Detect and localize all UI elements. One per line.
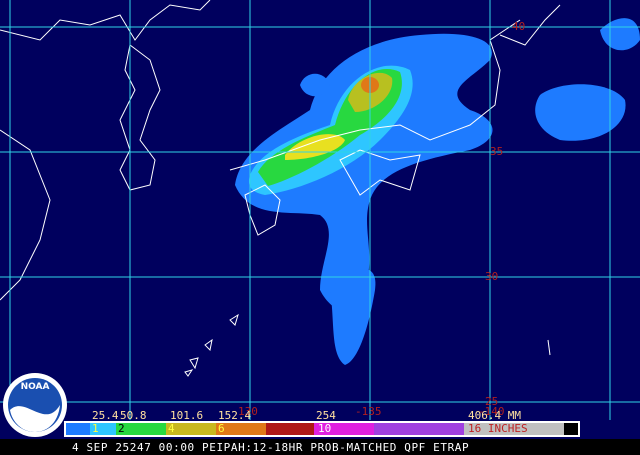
inch-label: 1 bbox=[92, 422, 99, 435]
legend: 25.4 50.8 101.6 152.4 254 406.4 MM 1 2 4… bbox=[64, 409, 580, 437]
colorbar-segment bbox=[90, 423, 116, 435]
rain-light bbox=[300, 73, 330, 97]
colorbar-segment bbox=[116, 423, 166, 435]
graticule bbox=[0, 0, 640, 420]
footer-bar bbox=[0, 439, 640, 455]
colorbar-segment bbox=[464, 423, 564, 435]
mm-label: 25.4 bbox=[92, 409, 119, 422]
mm-label: 254 bbox=[316, 409, 336, 422]
mm-label: 101.6 bbox=[170, 409, 203, 422]
colorbar-segment bbox=[314, 423, 374, 435]
lat-label: 25 bbox=[485, 395, 498, 408]
colorbar-segment bbox=[66, 423, 90, 435]
logo-text: NOAA bbox=[21, 382, 50, 392]
coastline bbox=[0, 129, 51, 301]
inch-label: 10 bbox=[318, 422, 331, 435]
coastline bbox=[229, 19, 521, 171]
rain-light bbox=[330, 269, 376, 365]
lon-label: -140 bbox=[478, 405, 505, 418]
footer-text: 4 SEP 25247 00:00 PEIPAH:12-18HR PROB-MA… bbox=[72, 441, 469, 454]
inch-label: 4 bbox=[168, 422, 175, 435]
lon-label: 130 bbox=[238, 405, 258, 418]
logo-wave bbox=[10, 405, 60, 432]
rain-light bbox=[535, 84, 626, 141]
coastline bbox=[119, 44, 161, 191]
lat-label: 30 bbox=[485, 270, 498, 283]
colorbar-segment bbox=[266, 423, 314, 435]
mm-label: 50.8 bbox=[120, 409, 147, 422]
inch-label: 6 bbox=[218, 422, 225, 435]
legend-inch-labels: 1 2 4 6 10 16 INCHES bbox=[92, 422, 528, 435]
colorbar-segment bbox=[216, 423, 266, 435]
inch-label: 2 bbox=[118, 422, 125, 435]
lat-label: 40 bbox=[512, 20, 525, 33]
island bbox=[547, 339, 551, 356]
colorbar-segment bbox=[374, 423, 464, 435]
precipitation-field bbox=[235, 18, 640, 365]
coastline bbox=[499, 4, 561, 46]
grid-labels: 40 35 30 25 130 -135 -140 bbox=[238, 20, 525, 418]
lat-label: 35 bbox=[490, 145, 503, 158]
rain-light bbox=[235, 33, 493, 311]
colorbar-segment bbox=[564, 423, 578, 435]
legend-mm-labels: 25.4 50.8 101.6 152.4 254 406.4 MM bbox=[92, 409, 521, 422]
rain-very-heavy bbox=[285, 134, 345, 160]
mm-label: 406.4 MM bbox=[468, 409, 521, 422]
inch-label: 16 INCHES bbox=[468, 422, 528, 435]
lon-label: -135 bbox=[355, 405, 382, 418]
colorbar-segment bbox=[166, 423, 216, 435]
island bbox=[184, 313, 239, 377]
noaa-logo: NOAA bbox=[3, 373, 67, 437]
mm-label: 152.4 bbox=[218, 409, 251, 422]
